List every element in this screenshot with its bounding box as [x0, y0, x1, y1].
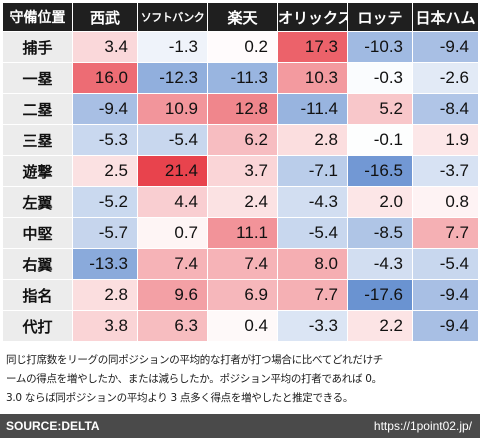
explanation-note: 同じ打席数をリーグの同ポジションの平均的な打者が打つ場合に比べてどれだけチ ーム… [6, 351, 476, 408]
heatmap-cell: -0.3 [347, 62, 413, 94]
row-header: 一塁 [2, 62, 73, 94]
row-header: 右翼 [2, 248, 73, 280]
row-header: 二塁 [2, 93, 73, 125]
heatmap-cell: 10.3 [277, 62, 348, 94]
heatmap-cell: -3.3 [277, 310, 348, 342]
heatmap-cell: 6.2 [207, 124, 278, 156]
heatmap-cell: -5.4 [412, 248, 479, 280]
heatmap-cell: 21.4 [137, 155, 208, 187]
footer-bar: SOURCE:DELTA https://1point02.jp/ [0, 414, 480, 438]
heatmap-cell: 2.0 [347, 186, 413, 218]
heatmap-cell: -16.5 [347, 155, 413, 187]
table-row: 代打 3.8 6.3 0.4 -3.3 2.2 -9.4 [2, 310, 479, 342]
table-row: 三塁 -5.3 -5.4 6.2 2.8 -0.1 1.9 [2, 124, 479, 156]
heatmap-cell: -5.2 [72, 186, 138, 218]
heatmap-cell: 3.8 [72, 310, 138, 342]
heatmap-cell: -13.3 [72, 248, 138, 280]
table-row: 左翼 -5.2 4.4 2.4 -4.3 2.0 0.8 [2, 186, 479, 218]
heatmap-cell: 4.4 [137, 186, 208, 218]
heatmap-cell: 2.4 [207, 186, 278, 218]
site-url[interactable]: https://1point02.jp/ [373, 419, 472, 433]
note-line: 同じ打席数をリーグの同ポジションの平均的な打者が打つ場合に比べてどれだけチ [6, 354, 383, 366]
heatmap-cell: 2.5 [72, 155, 138, 187]
row-header: 指名 [2, 279, 73, 311]
table-body: 捕手 3.4 -1.3 0.2 17.3 -10.3 -9.4 一塁 16.0 -12.3 -11.… [2, 31, 479, 342]
heatmap-cell: 11.1 [207, 217, 278, 249]
heatmap-cell: 0.7 [137, 217, 208, 249]
row-header: 捕手 [2, 31, 73, 63]
heatmap-cell: -10.3 [347, 31, 413, 63]
column-header: 日本ハム [412, 2, 479, 32]
heatmap-cell: 16.0 [72, 62, 138, 94]
source-label: SOURCE:DELTA [6, 419, 100, 433]
heatmap-cell: 5.2 [347, 93, 413, 125]
heatmap-cell: 6.9 [207, 279, 278, 311]
heatmap-cell: -0.1 [347, 124, 413, 156]
heatmap-cell: -3.7 [412, 155, 479, 187]
heatmap-cell: -11.4 [277, 93, 348, 125]
table-row: 捕手 3.4 -1.3 0.2 17.3 -10.3 -9.4 [2, 31, 479, 63]
row-header: 中堅 [2, 217, 73, 249]
heatmap-cell: 7.7 [412, 217, 479, 249]
heatmap-cell: 7.4 [207, 248, 278, 280]
heatmap-cell: -5.4 [277, 217, 348, 249]
heatmap-cell: -9.4 [412, 279, 479, 311]
heatmap-cell: 0.2 [207, 31, 278, 63]
heatmap-cell: -9.4 [72, 93, 138, 125]
heatmap-cell: 3.4 [72, 31, 138, 63]
heatmap-cell: 2.8 [277, 124, 348, 156]
heatmap-cell: -4.3 [277, 186, 348, 218]
heatmap-cell: 0.8 [412, 186, 479, 218]
heatmap-cell: 7.7 [277, 279, 348, 311]
heatmap-cell: 12.8 [207, 93, 278, 125]
heatmap-cell: -7.1 [277, 155, 348, 187]
heatmap-cell: 8.0 [277, 248, 348, 280]
heatmap-cell: 0.4 [207, 310, 278, 342]
heatmap-cell: -12.3 [137, 62, 208, 94]
table-row: 指名 2.8 9.6 6.9 7.7 -17.6 -9.4 [2, 279, 479, 311]
heatmap-cell: 17.3 [277, 31, 348, 63]
heatmap-cell: 3.7 [207, 155, 278, 187]
heatmap-cell: -2.6 [412, 62, 479, 94]
heatmap-cell: -9.4 [412, 31, 479, 63]
row-header: 代打 [2, 310, 73, 342]
table-row: 一塁 16.0 -12.3 -11.3 10.3 -0.3 -2.6 [2, 62, 479, 94]
header-row: 守備位置 西武 ソフトバンク 楽天 オリックス ロッテ 日本ハム [2, 2, 479, 32]
table-row: 遊撃 2.5 21.4 3.7 -7.1 -16.5 -3.7 [2, 155, 479, 187]
row-header: 遊撃 [2, 155, 73, 187]
note-line: 3.0 ならば同ポジションの平均より 3 点多く得点を増やしたと推定できる。 [6, 392, 354, 404]
heatmap-cell: -5.3 [72, 124, 138, 156]
heatmap-cell: -1.3 [137, 31, 208, 63]
heatmap-cell: -5.7 [72, 217, 138, 249]
heatmap-cell: 10.9 [137, 93, 208, 125]
heatmap-cell: -5.4 [137, 124, 208, 156]
column-header: オリックス [277, 2, 348, 32]
heatmap-cell: -8.5 [347, 217, 413, 249]
heatmap-cell: -11.3 [207, 62, 278, 94]
column-header: 楽天 [207, 2, 278, 32]
heatmap-table: 守備位置 西武 ソフトバンク 楽天 オリックス ロッテ 日本ハム 捕手 3.4 -1… [2, 2, 479, 342]
heatmap-cell: 2.2 [347, 310, 413, 342]
column-header: 西武 [72, 2, 138, 32]
heatmap-cell: -4.3 [347, 248, 413, 280]
heatmap-cell: 1.9 [412, 124, 479, 156]
heatmap-cell: 9.6 [137, 279, 208, 311]
column-header: ソフトバンク [137, 2, 208, 32]
column-header: ロッテ [347, 2, 413, 32]
corner-header: 守備位置 [2, 2, 73, 32]
heatmap-cell: -8.4 [412, 93, 479, 125]
heatmap-cell: -9.4 [412, 310, 479, 342]
row-header: 左翼 [2, 186, 73, 218]
table-row: 右翼 -13.3 7.4 7.4 8.0 -4.3 -5.4 [2, 248, 479, 280]
table-row: 中堅 -5.7 0.7 11.1 -5.4 -8.5 7.7 [2, 217, 479, 249]
heatmap-cell: 6.3 [137, 310, 208, 342]
heatmap-cell: -17.6 [347, 279, 413, 311]
heatmap-cell: 7.4 [137, 248, 208, 280]
table-row: 二塁 -9.4 10.9 12.8 -11.4 5.2 -8.4 [2, 93, 479, 125]
heatmap-cell: 2.8 [72, 279, 138, 311]
note-line: ームの得点を増やしたか、または減らしたか。ポジション平均の打者であれば 0。 [6, 373, 382, 385]
row-header: 三塁 [2, 124, 73, 156]
